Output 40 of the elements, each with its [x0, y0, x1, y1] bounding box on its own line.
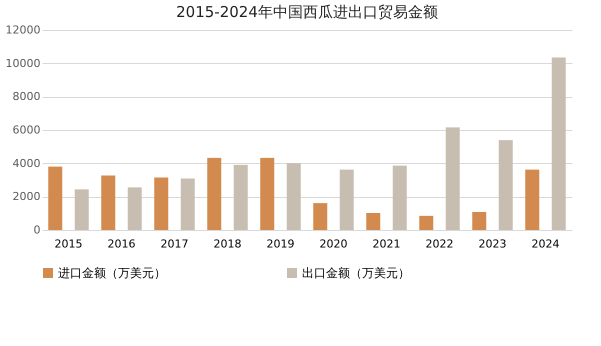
y-tick-label: 6000: [12, 124, 40, 136]
x-tick-label: 2020: [320, 238, 348, 250]
bar: [446, 127, 460, 230]
y-tick-label: 0: [34, 224, 40, 236]
y-tick-label: 10000: [6, 56, 40, 70]
bar: [180, 178, 195, 230]
bar: [498, 140, 513, 230]
bar: [286, 163, 301, 230]
bar: [472, 212, 486, 230]
bar: [366, 213, 380, 230]
chart-title: 2015-2024年中国西瓜进出口贸易金额: [176, 3, 438, 21]
legend-label: 进口金额（万美元）: [58, 266, 166, 280]
bar: [419, 216, 434, 230]
bar: [154, 178, 168, 230]
x-tick-label: 2021: [372, 238, 400, 250]
x-tick-label: 2017: [160, 238, 188, 250]
bar: [313, 203, 328, 230]
bar: [207, 158, 222, 230]
bar: [260, 158, 274, 230]
bar: [128, 187, 142, 230]
legend-label: 出口金额（万美元）: [302, 266, 410, 280]
bar: [525, 170, 540, 230]
x-tick-label: 2024: [532, 238, 560, 250]
bar: [234, 164, 248, 230]
y-tick-label: 2000: [12, 190, 40, 204]
x-tick-label: 2015: [54, 238, 82, 250]
bar: [340, 170, 354, 230]
x-tick-label: 2023: [478, 238, 506, 250]
x-tick-label: 2016: [108, 238, 136, 250]
bar: [392, 166, 407, 230]
x-tick-label: 2022: [426, 238, 454, 250]
bar: [74, 189, 89, 230]
y-tick-label: 12000: [6, 24, 40, 36]
bar: [101, 176, 116, 230]
x-tick-label: 2019: [266, 238, 294, 250]
y-tick-label: 4000: [12, 156, 40, 170]
x-tick-label: 2018: [214, 238, 242, 250]
y-tick-label: 8000: [12, 90, 40, 104]
bar: [48, 166, 62, 230]
bar: [552, 58, 566, 230]
